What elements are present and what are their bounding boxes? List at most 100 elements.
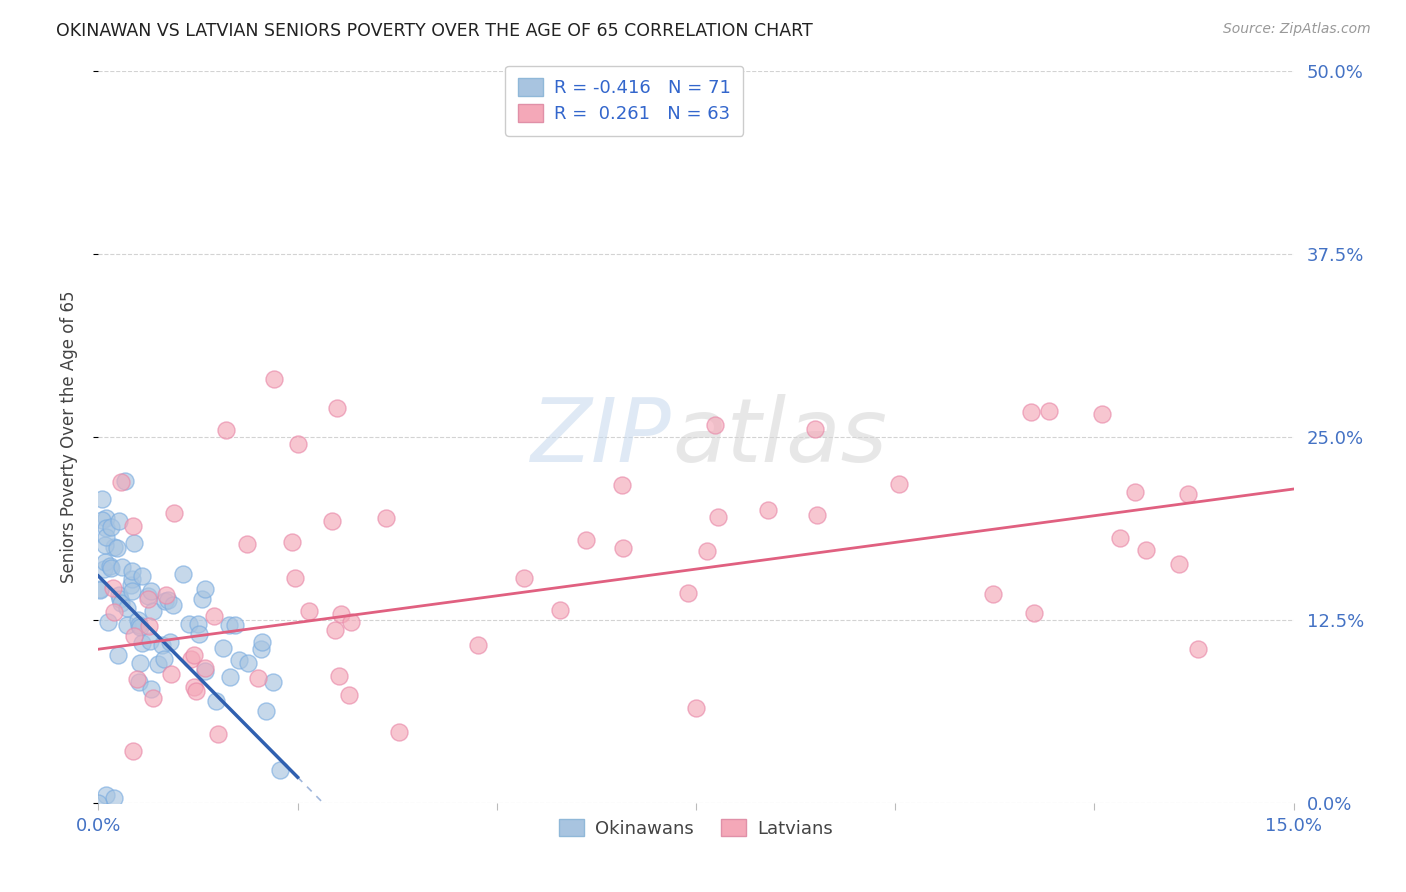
Point	[467, 639, 489, 653]
Point	[128, 618, 150, 632]
Point	[141, 583, 163, 598]
Point	[103, 791, 125, 805]
Point	[172, 566, 194, 581]
Point	[87, 796, 110, 810]
Point	[131, 569, 153, 583]
Point	[93, 556, 115, 570]
Point	[981, 586, 1004, 600]
Point	[121, 583, 143, 598]
Text: OKINAWAN VS LATVIAN SENIORS POVERTY OVER THE AGE OF 65 CORRELATION CHART: OKINAWAN VS LATVIAN SENIORS POVERTY OVER…	[56, 22, 813, 40]
Point	[117, 601, 139, 615]
Point	[263, 675, 285, 690]
Point	[91, 513, 114, 527]
Point	[218, 670, 240, 684]
Point	[93, 562, 115, 576]
Point	[142, 604, 165, 618]
Point	[707, 509, 730, 524]
Point	[202, 609, 225, 624]
Point	[98, 558, 121, 573]
Point	[224, 618, 246, 632]
Point	[162, 598, 184, 612]
Point	[108, 591, 131, 606]
Point	[183, 680, 205, 694]
Point	[101, 581, 124, 595]
Point	[148, 657, 170, 671]
Point	[129, 620, 152, 634]
Point	[284, 571, 307, 585]
Point	[100, 520, 122, 534]
Point	[136, 590, 159, 604]
Point	[236, 537, 259, 551]
Point	[254, 704, 277, 718]
Point	[806, 508, 828, 522]
Point	[685, 700, 707, 714]
Point	[110, 475, 132, 489]
Text: ZIP: ZIP	[531, 394, 672, 480]
Point	[1167, 558, 1189, 572]
Point	[218, 617, 240, 632]
Point	[94, 538, 117, 552]
Point	[263, 371, 285, 385]
Point	[121, 573, 143, 587]
Point	[249, 641, 271, 656]
Point	[804, 421, 827, 435]
Point	[120, 578, 142, 592]
Point	[228, 653, 250, 667]
Point	[323, 623, 346, 637]
Point	[696, 544, 718, 558]
Point	[676, 586, 699, 600]
Point	[375, 511, 398, 525]
Point	[328, 669, 350, 683]
Point	[125, 673, 148, 687]
Point	[159, 635, 181, 649]
Point	[207, 727, 229, 741]
Point	[114, 474, 136, 488]
Point	[250, 635, 273, 649]
Point	[90, 491, 112, 506]
Point	[183, 648, 205, 662]
Point	[94, 521, 117, 535]
Point	[326, 401, 349, 415]
Point	[103, 540, 125, 554]
Point	[1135, 542, 1157, 557]
Point	[96, 789, 118, 803]
Point	[1187, 642, 1209, 657]
Point	[180, 652, 202, 666]
Point	[187, 617, 209, 632]
Point	[194, 582, 217, 596]
Point	[215, 423, 238, 437]
Point	[107, 514, 129, 528]
Point	[1019, 405, 1042, 419]
Point	[142, 690, 165, 705]
Point	[330, 607, 353, 621]
Point	[191, 591, 214, 606]
Point	[111, 559, 134, 574]
Point	[121, 744, 143, 758]
Point	[1090, 407, 1112, 421]
Point	[150, 638, 173, 652]
Point	[163, 506, 186, 520]
Point	[340, 615, 363, 629]
Point	[186, 684, 208, 698]
Point	[121, 519, 143, 533]
Point	[110, 596, 132, 610]
Point	[550, 603, 572, 617]
Point	[153, 651, 176, 665]
Point	[96, 530, 118, 544]
Point	[155, 588, 177, 602]
Point	[105, 541, 128, 556]
Point	[131, 636, 153, 650]
Point	[281, 535, 304, 549]
Legend: Okinawans, Latvians: Okinawans, Latvians	[551, 812, 841, 845]
Point	[89, 582, 111, 596]
Point	[388, 724, 411, 739]
Point	[298, 604, 321, 618]
Text: atlas: atlas	[672, 394, 887, 480]
Point	[139, 633, 162, 648]
Point	[141, 681, 163, 696]
Point	[212, 640, 235, 655]
Point	[124, 535, 146, 549]
Point	[136, 592, 159, 607]
Point	[188, 627, 211, 641]
Point	[287, 437, 309, 451]
